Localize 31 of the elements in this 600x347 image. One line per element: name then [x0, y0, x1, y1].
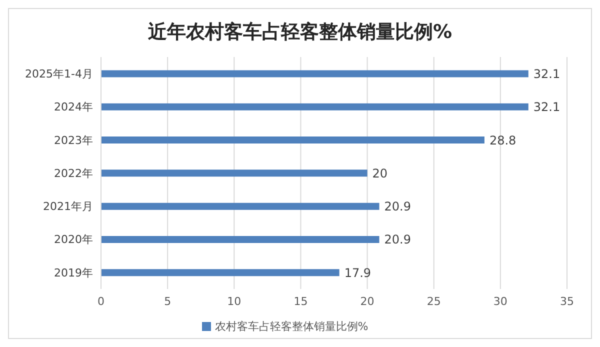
- chart-title: 近年农村客车占轻客整体销量比例%: [146, 20, 454, 45]
- bar: [101, 170, 368, 177]
- data-label: 28.8: [489, 133, 516, 148]
- data-label: 20.9: [384, 232, 411, 247]
- x-tick-label: 25: [426, 294, 441, 308]
- bar: [101, 269, 340, 276]
- bar: [101, 236, 380, 243]
- y-tick-label: 2022年: [54, 166, 93, 180]
- x-tick-label: 35: [560, 294, 574, 308]
- x-tick-label: 15: [294, 294, 308, 308]
- data-label: 20: [372, 166, 388, 180]
- x-tick-label: 20: [360, 294, 374, 308]
- y-tick-label: 2025年1-4月: [25, 67, 93, 80]
- data-label: 32.1: [533, 67, 560, 82]
- x-tick-label: 30: [493, 294, 508, 308]
- y-tick-label: 2024年: [54, 100, 93, 114]
- data-label: 32.1: [533, 100, 560, 114]
- data-label: 20.9: [384, 200, 411, 214]
- x-tick-label: 0: [98, 294, 104, 308]
- bar: [101, 136, 484, 144]
- y-tick-label: 2021年月: [43, 200, 93, 214]
- bar: [101, 202, 380, 210]
- x-tick-label: 5: [164, 294, 172, 308]
- y-tick-label: 2019年: [54, 266, 93, 280]
- legend-label: 农村客车占轻客整体销量比例%: [214, 320, 368, 333]
- y-tick-label: 2020年: [54, 233, 93, 246]
- bar: [101, 70, 528, 78]
- data-label: 17.9: [344, 266, 372, 280]
- x-tick-label: 10: [227, 294, 242, 308]
- y-tick-label: 2023年: [54, 134, 93, 147]
- bar: [101, 103, 528, 110]
